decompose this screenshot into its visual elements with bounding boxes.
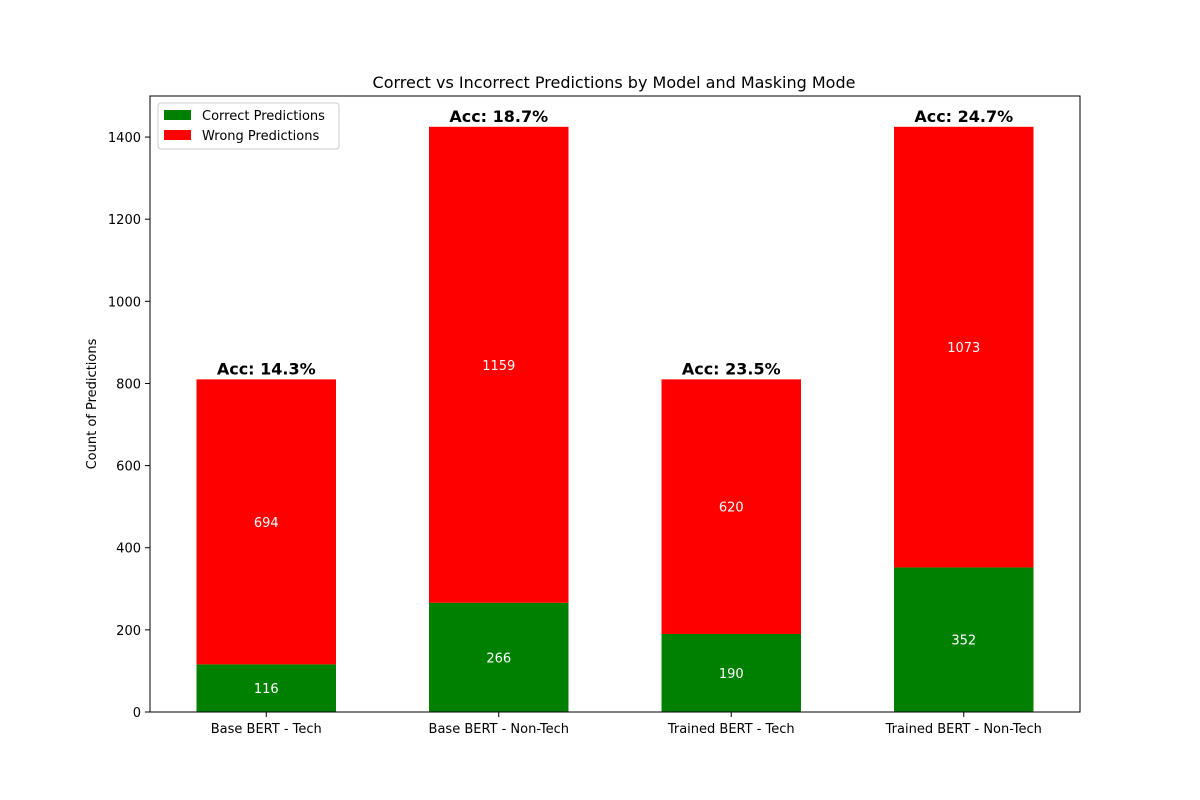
legend-swatch [164,130,191,140]
bar-value-label: 620 [719,501,744,516]
x-tick-label: Trained BERT - Tech [667,722,795,737]
bar-segment [894,126,1034,568]
bar-value-label: 1073 [947,341,980,356]
axes-frame [149,95,1081,713]
legend-swatch [164,110,191,120]
legend: Correct Predictions Wrong Predictions [157,102,340,150]
bar-value-label: 190 [719,667,744,682]
bar-segment [661,379,801,634]
y-tick-label: 1200 [108,213,141,228]
legend-box [157,102,340,150]
y-axis-label: Count of Predictions [85,338,100,469]
bar-value-label: 694 [254,516,279,531]
x-tick-label: Base BERT - Non-Tech [429,722,569,737]
x-tick-label: Base BERT - Tech [211,722,322,737]
bar-value-label: 266 [486,651,511,666]
accuracy-label: Acc: 14.3% [217,359,316,378]
bar-segment [196,379,336,665]
y-tick-label: 0 [133,706,141,721]
y-tick-label: 600 [116,460,141,475]
legend-label: Correct Predictions [202,109,325,124]
bar-value-label: 1159 [482,359,515,374]
bar-segment [661,633,801,712]
y-tick-label: 1400 [108,131,141,146]
bar-segment [429,126,569,603]
y-tick-label: 400 [116,542,141,557]
accuracy-label: Acc: 24.7% [914,107,1013,126]
legend-label: Wrong Predictions [202,129,319,144]
bar-segment [429,602,569,712]
accuracy-label: Acc: 23.5% [682,359,781,378]
bar-segment [894,567,1034,712]
bar-value-label: 352 [951,634,976,649]
chart-title: Correct vs Incorrect Predictions by Mode… [373,73,856,92]
plot-area: 116 694 Acc: 14.3% 266 1159 Acc: 18.7% 190 620 A… [108,95,1081,737]
bar-segment [196,664,336,712]
bar-value-label: 116 [254,682,279,697]
accuracy-label: Acc: 18.7% [449,107,548,126]
x-tick-label: Trained BERT - Non-Tech [885,722,1042,737]
y-tick-label: 800 [116,377,141,392]
y-tick-label: 200 [116,624,141,639]
y-tick-label: 1000 [108,295,141,310]
